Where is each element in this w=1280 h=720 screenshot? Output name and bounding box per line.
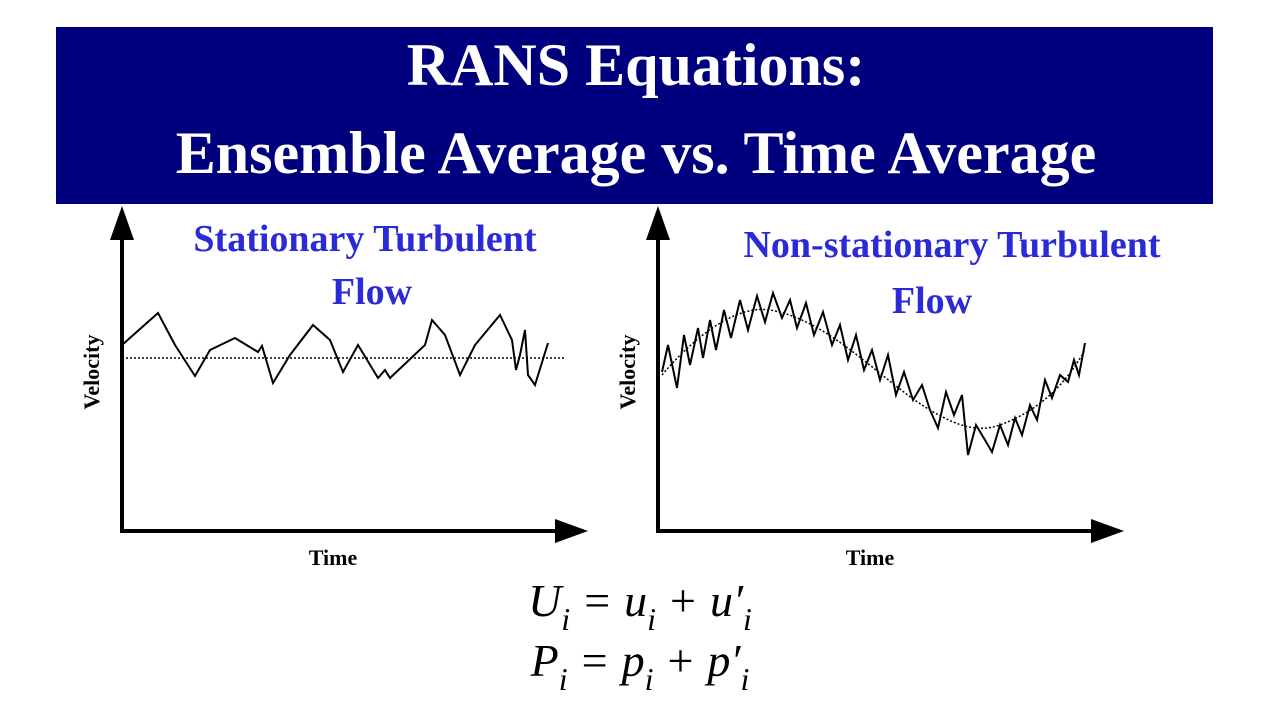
y-label: Velocity [615,335,640,410]
panel-title: Flow [332,271,413,313]
subscript: i [740,661,750,697]
operator: + [667,635,694,686]
subscript: i [558,661,568,697]
y-label: Velocity [79,335,104,410]
operator: = [581,635,608,686]
panel-title: Flow [892,280,973,322]
panel: Stationary Turbulent Flow Velocity Time [79,206,588,570]
subscript: i [647,601,657,637]
operator: + [670,575,696,626]
arrow-head [110,206,134,240]
operator: = [584,575,611,626]
subscript: i [561,601,571,637]
symbol: P [530,635,559,686]
symbol: u′ [709,575,744,626]
subscript: i [743,601,752,637]
panel-title: Stationary Turbulent [193,218,536,260]
arrow-head [555,519,588,543]
x-label: Time [309,545,358,570]
title-line: RANS Equations: [407,32,865,98]
symbol: u [624,575,648,626]
symbol: p [621,635,645,686]
title-line: Ensemble Average vs. Time Average [176,120,1096,186]
symbol: p′ [707,635,741,686]
symbol: U [528,575,562,626]
subscript: i [644,661,654,697]
signal [661,289,1086,456]
x-label: Time [846,545,895,570]
equation: Ui = ui + u′i [0,575,1280,638]
arrow-head [646,206,670,240]
title-banner [56,27,1213,204]
equation: Pi = pi + p′i [0,635,1280,698]
panel-title: Non-stationary Turbulent [743,224,1160,266]
signal [121,311,549,388]
mean-curve [661,308,1086,429]
panel: Non-stationary Turbulent Flow Velocity T… [615,206,1161,570]
arrow-head [1091,519,1124,543]
